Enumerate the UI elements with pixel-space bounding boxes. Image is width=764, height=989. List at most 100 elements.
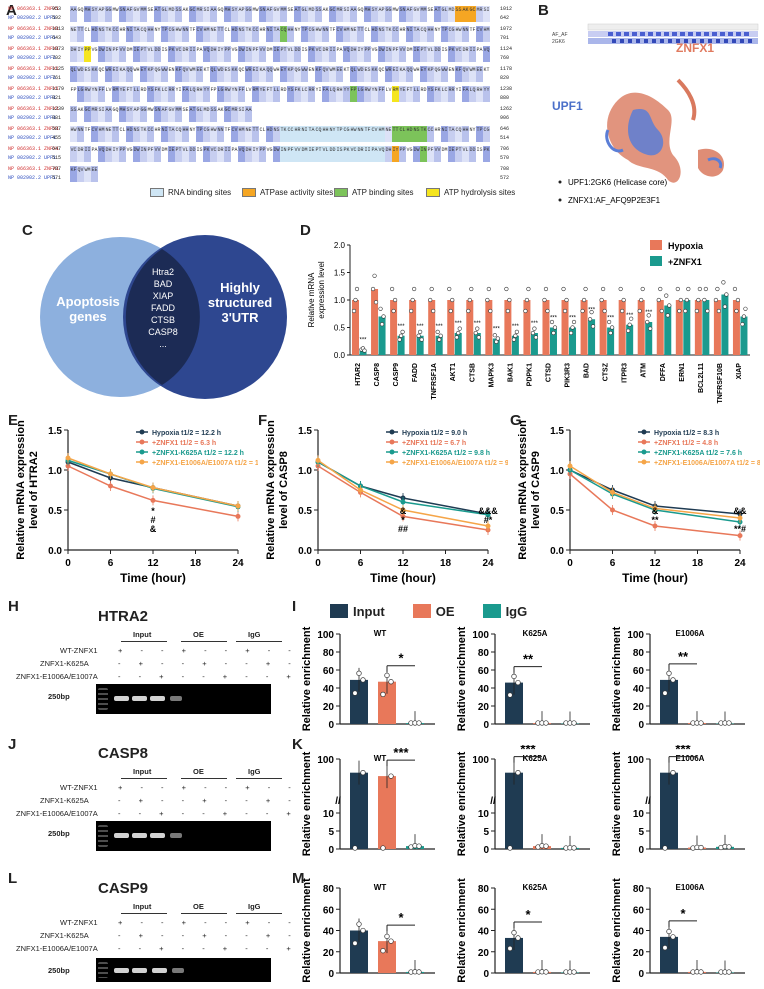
y-tick-label: 40 — [478, 927, 490, 938]
alignment-start: 647 — [52, 146, 62, 152]
alignment-end: 514 — [500, 135, 510, 141]
enrichment-legend-item: OE — [412, 602, 455, 620]
legend-swatch — [150, 188, 164, 197]
data-point — [418, 329, 423, 334]
track-block — [704, 32, 709, 36]
alignment-residues: NE TT CL HD NS TK CC HR NI TA CQ HH NY TP CG HW NN TF CV HM… — [70, 26, 490, 42]
bar — [740, 316, 748, 355]
y-axis-label: Relative enrichment — [611, 751, 623, 856]
y-tick-label: 1.5 — [334, 269, 346, 278]
bar — [626, 324, 634, 355]
data-point — [400, 507, 406, 513]
data-point — [315, 457, 321, 463]
chart-title: K625A — [523, 754, 548, 763]
sig-marker: *** — [520, 745, 536, 757]
bar — [618, 300, 626, 355]
bar — [607, 327, 615, 355]
y-tick-label: 0 — [328, 720, 334, 731]
data-point — [637, 308, 642, 314]
data-point — [677, 308, 682, 314]
data-point — [646, 313, 651, 318]
track-block — [648, 32, 653, 36]
data-point — [150, 485, 156, 491]
y-tick-label: 0 — [328, 845, 334, 856]
y-tick-label: 20 — [633, 702, 645, 713]
bar — [454, 333, 462, 355]
data-point — [494, 339, 499, 344]
data-point — [567, 463, 573, 469]
y-tick-label: 5 — [638, 827, 644, 838]
y-tick-label: 60 — [478, 666, 490, 677]
y-axis-label: Relative enrichment — [301, 626, 313, 731]
bar — [523, 300, 531, 355]
gel-group-underline — [121, 778, 167, 779]
alignment-seq-label: NP 066363.1 ZNFX1 — [8, 26, 60, 32]
data-point — [412, 286, 417, 292]
data-point — [467, 297, 472, 303]
sig-marker: *** — [493, 327, 501, 333]
enrichment-row-m: 0 20 40 60 80 Relative enrichment WT * 0 20 40 60 80… — [301, 878, 745, 983]
alignment-legend-item: RNA binding sites — [150, 188, 231, 197]
gel-title: CASP8 — [98, 745, 149, 762]
bar — [505, 772, 523, 849]
y-tick-label: 0.0 — [550, 546, 564, 557]
panel-label-g: G — [510, 412, 522, 429]
venn-overlap-item: CASP8 — [148, 327, 178, 337]
y-axis-label: Relative mRNAexpression level — [307, 261, 326, 327]
track-block — [652, 39, 656, 43]
legend-marker — [641, 429, 647, 435]
bar — [350, 772, 368, 849]
bar — [428, 300, 436, 355]
data-point — [694, 308, 699, 314]
data-point — [697, 286, 702, 292]
alignment-start: 881 — [52, 115, 62, 121]
data-point — [454, 335, 459, 340]
track-block — [664, 32, 669, 36]
data-point — [675, 286, 680, 292]
y-tick-label: 80 — [323, 648, 335, 659]
y-tick-label: 100 — [317, 630, 334, 641]
enrichment-row-i: 0 20 40 60 80 100 Relative enrichment WT * 0 20 40 6… — [301, 626, 745, 731]
venn-overlap-item: BAD — [153, 279, 173, 289]
gel-marker-label: 250bp — [48, 692, 70, 701]
alignment-end: 708 — [500, 166, 510, 172]
legend-marker — [139, 449, 145, 455]
data-point — [373, 300, 379, 305]
data-point — [721, 280, 726, 285]
data-point — [416, 720, 422, 726]
data-point — [601, 286, 606, 292]
y-axis-label: Relative mRNA expressionlevel of CASP9 — [517, 420, 542, 560]
panel-label-b: B — [538, 2, 549, 19]
x-tick-label: 12 — [397, 558, 409, 569]
y-tick-label: 80 — [633, 884, 645, 895]
x-tick-label: 24 — [232, 558, 244, 569]
y-tick-label: 40 — [323, 927, 335, 938]
data-point — [354, 286, 360, 292]
bar — [530, 333, 538, 355]
data-point — [726, 720, 732, 726]
data-point — [391, 308, 396, 314]
alignment-end: 570 — [500, 155, 510, 161]
track-block — [744, 32, 749, 36]
y-tick-label: 40 — [633, 927, 645, 938]
data-point — [713, 297, 719, 303]
alignment-residues: SS AK GC MR SI AA GQ MH SY AP GG MW SN AF GV MM SE AT GL MD… — [70, 106, 252, 122]
sig-marker: * — [680, 906, 686, 921]
data-point — [485, 297, 490, 303]
sig-marker: *** — [512, 324, 520, 330]
data-point — [400, 513, 406, 519]
data-point — [370, 286, 376, 292]
legend-text: ATPase activity sites — [260, 188, 334, 197]
data-point — [670, 770, 676, 776]
track-block — [736, 32, 741, 36]
venn-overlap-item: FADD — [150, 303, 175, 313]
data-point — [456, 330, 461, 336]
alignment-end: 646 — [500, 126, 510, 132]
y-tick-label: 60 — [323, 666, 335, 677]
data-point — [450, 297, 455, 303]
data-point — [662, 945, 668, 951]
y-tick-label: 40 — [478, 684, 490, 695]
data-point — [610, 507, 615, 513]
data-point — [438, 333, 443, 338]
sig-marker: * — [398, 651, 404, 666]
